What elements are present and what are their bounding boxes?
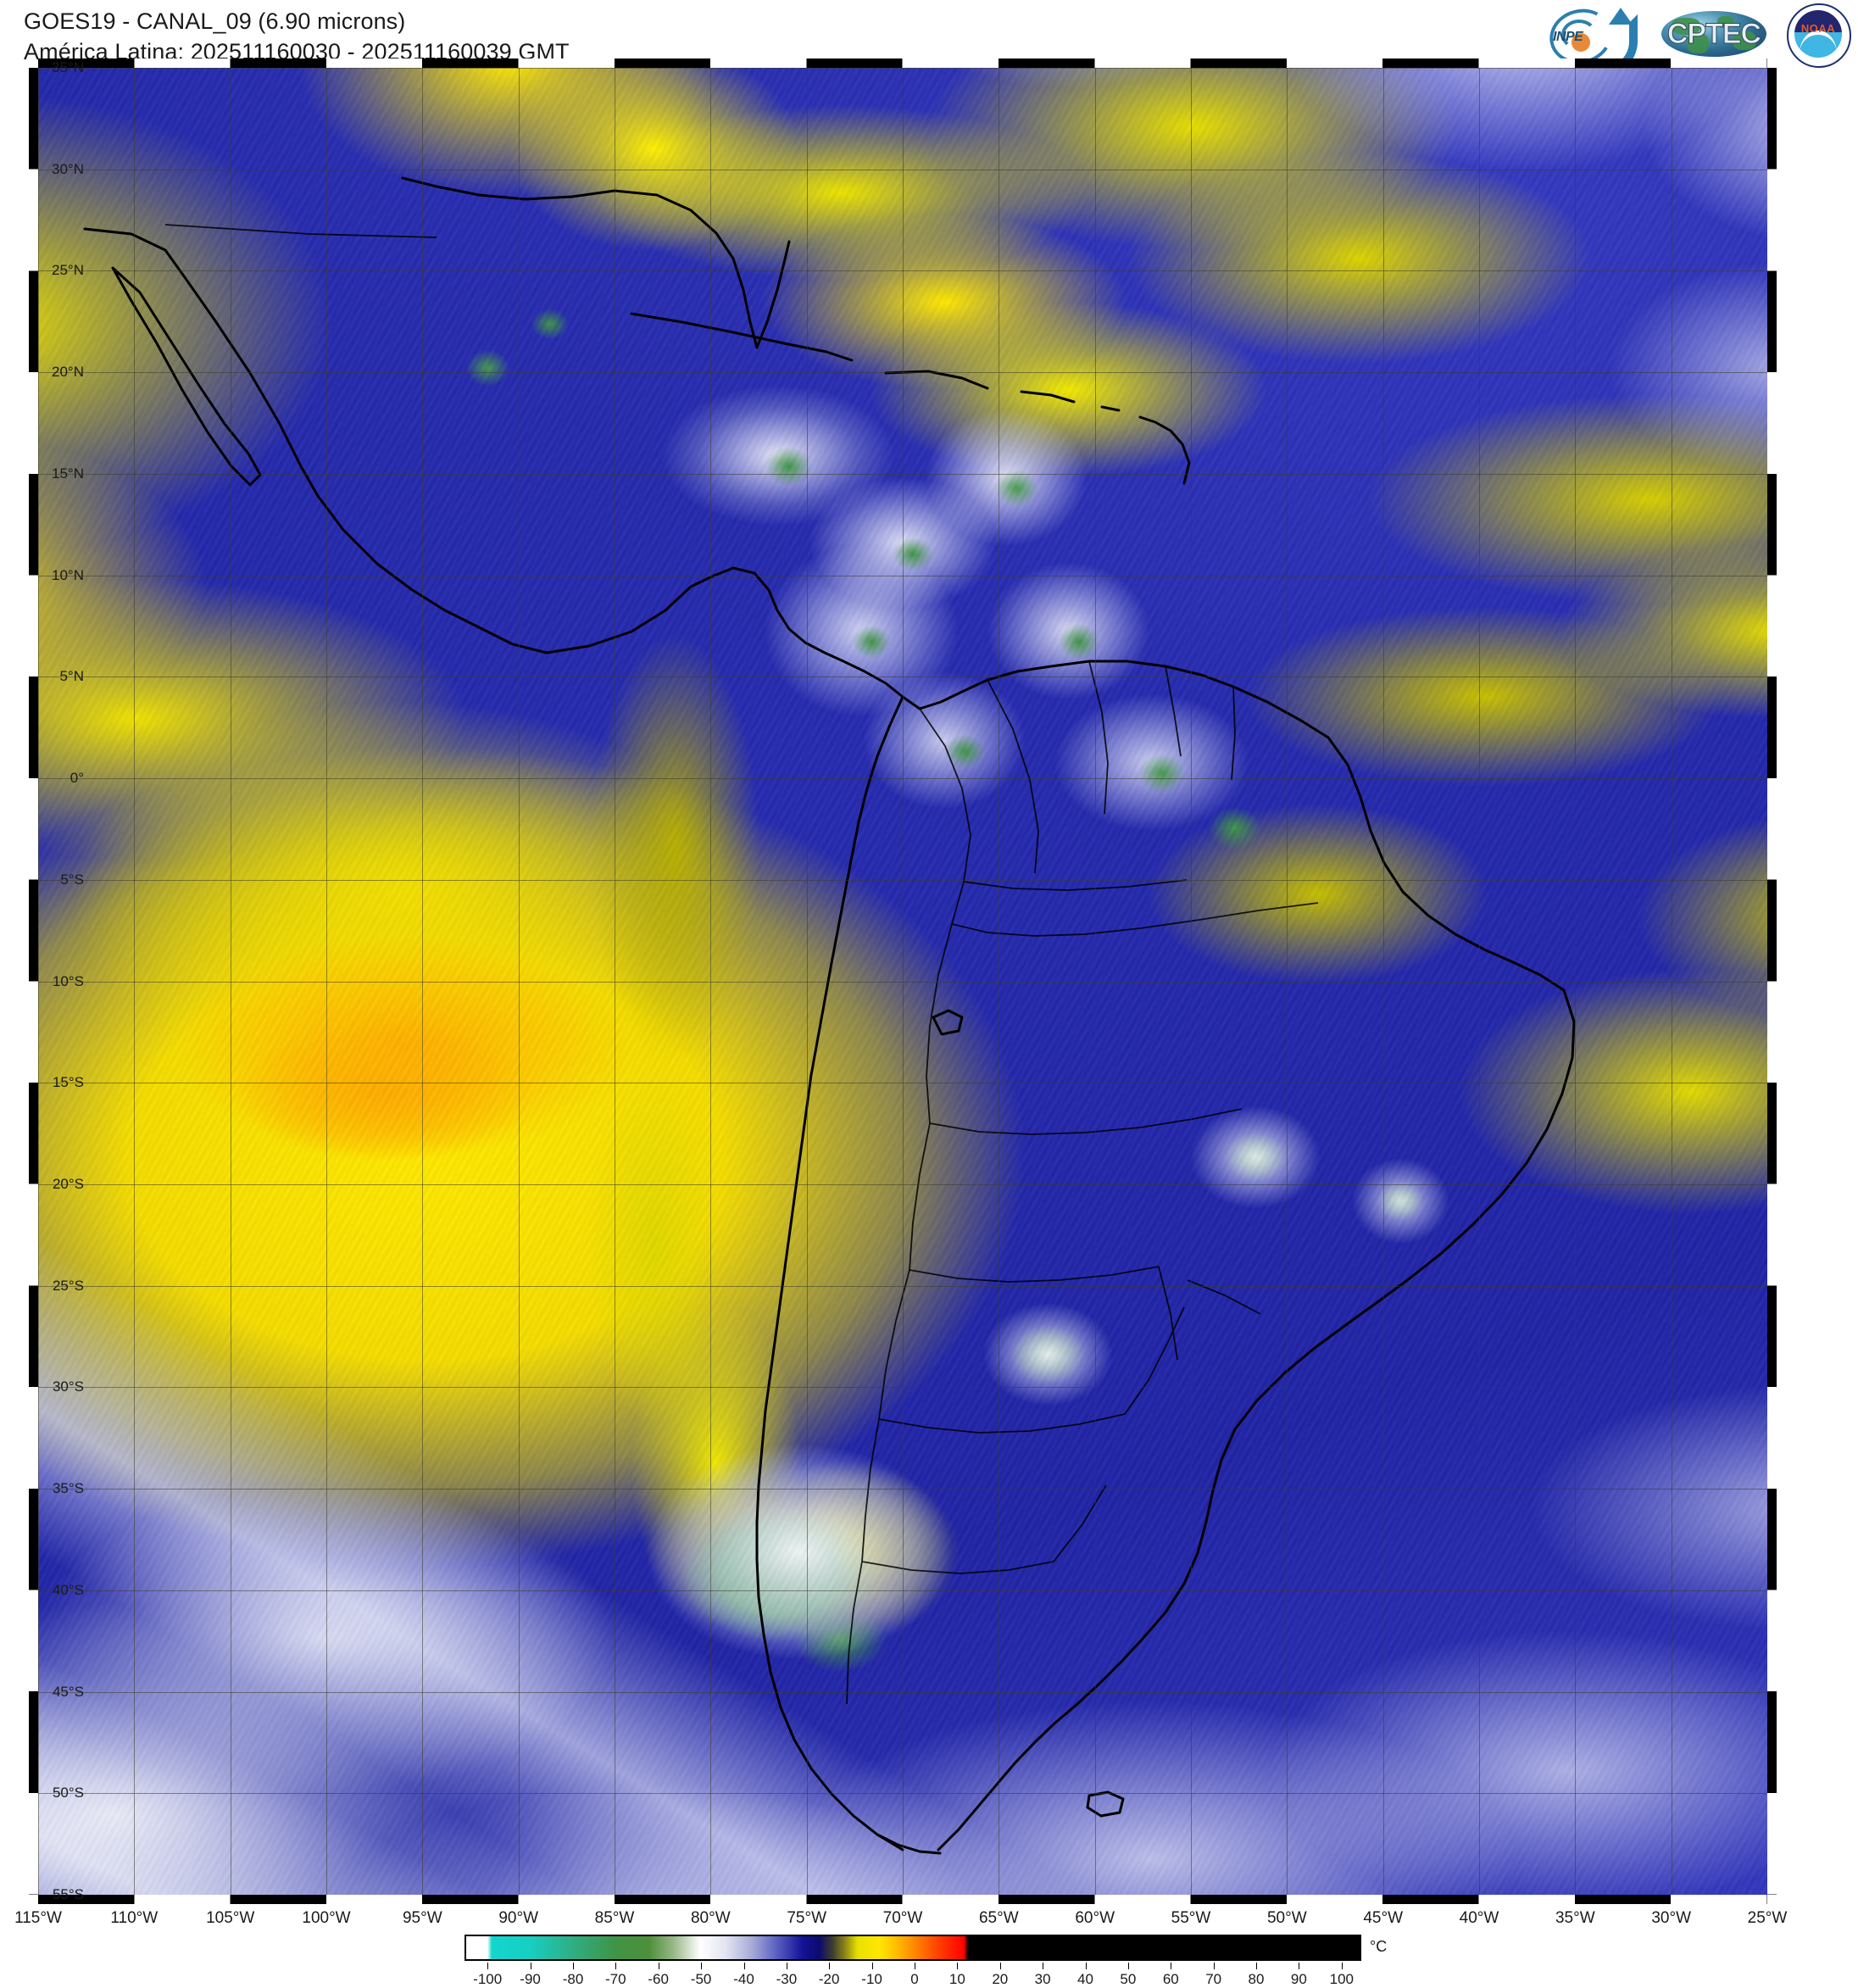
longitude-tick-label: 65°W [978,1909,1019,1927]
latitude-tick-label: 30°S [52,1378,84,1395]
inpe-wordmark: INPE [1553,30,1583,44]
colorbar-tick-label: -70 [605,1971,626,1987]
satellite-imagery-raster [38,68,1767,1895]
colorbar-tick-label: 90 [1290,1971,1307,1987]
latitude-tick-label: 35°N [52,59,84,75]
colorbar-tick-label: 60 [1162,1971,1179,1987]
colorbar-tick-label: 10 [948,1971,965,1987]
plot-border-left [29,68,38,1895]
colorbar-tick-label: -80 [562,1971,584,1987]
satellite-map-plot[interactable] [29,58,1777,1904]
colorbar-tick-label: 30 [1034,1971,1051,1987]
colorbar-tick-label: -10 [861,1971,882,1987]
inpe-orange-dot-icon [1572,33,1590,52]
latitude-tick-label: 5°N [59,668,84,685]
colorbar-tick [743,1963,745,1969]
cptec-globe-icon [1661,11,1766,57]
inpe-arrow-icon [1609,8,1633,25]
colorbar-tick [1256,1963,1257,1969]
colorbar-tick [573,1963,574,1969]
colorbar-tick [871,1963,873,1969]
latitude-tick-label: 5°S [60,871,84,888]
logo-bar: INPE CPTEC NOAA [1543,2,1851,75]
latitude-tick-label: 25°N [52,262,84,279]
colorbar-tick-label: -20 [818,1971,840,1987]
latitude-tick-label: 20°N [52,364,84,381]
colorbar-tick-label: -50 [690,1971,712,1987]
colorbar-tick-label: -60 [648,1971,669,1987]
longitude-tick-label: 80°W [690,1909,731,1927]
colorbar-tick-label: 50 [1120,1971,1137,1987]
noaa-seal-icon: NOAA [1787,3,1851,68]
longitude-tick-label: 100°W [302,1909,351,1927]
colorbar-tick [1127,1963,1129,1969]
longitude-tick-label: 25°W [1747,1909,1788,1927]
colorbar-tick-label: 0 [910,1971,919,1987]
latitude-tick-label: 15°S [52,1074,84,1091]
colorbar-tick [1085,1963,1087,1969]
inpe-inner-arc-icon [1561,19,1597,50]
plot-border-bottom [38,1895,1767,1904]
longitude-tick-label: 70°W [882,1909,923,1927]
colorbar-tick-label: 40 [1077,1971,1093,1987]
colorbar-tick [1213,1963,1215,1969]
colorbar[interactable]: -100 -90 -80 -70 -60 -50 -40 -30 -20 -10 0 10 20 30 40… [464,1935,1361,1987]
inpe-logo: INPE [1543,2,1643,75]
latitude-tick-label: 55°S [52,1886,84,1902]
latitude-tick-label: 10°N [52,566,84,583]
longitude-tick-label: 110°W [110,1909,159,1927]
latitude-tick-label: 0° [70,770,84,787]
latitude-tick-label: 45°S [52,1683,84,1700]
longitude-tick-label: 105°W [206,1909,255,1927]
longitude-tick-label: 60°W [1075,1909,1115,1927]
colorbar-tick [487,1963,489,1969]
colorbar-tick [701,1963,703,1969]
colorbar-tick [829,1963,831,1969]
latitude-tick-label: 30°N [52,160,84,177]
longitude-tick-label: 85°W [594,1909,635,1927]
latitude-tick-label: 25°S [52,1277,84,1294]
longitude-tick-label: 55°W [1171,1909,1211,1927]
longitude-tick-label: 75°W [787,1909,827,1927]
longitude-tick-label: 35°W [1555,1909,1595,1927]
latitude-tick-label: 50°S [52,1785,84,1801]
latitude-tick-label: 10°S [52,972,84,989]
colorbar-fill [466,1936,1360,1959]
longitude-tick-label: 50°W [1266,1909,1307,1927]
colorbar-tick-label: 80 [1248,1971,1265,1987]
colorbar-tick [957,1963,959,1969]
latitude-tick-label: 40°S [52,1581,84,1598]
colorbar-tick-label: -90 [520,1971,541,1987]
plot-border-right [1767,68,1777,1895]
longitude-tick-label: 40°W [1459,1909,1499,1927]
latitude-tick-label: 20°S [52,1175,84,1192]
noaa-gull-icon [1800,31,1837,53]
cptec-wordmark: CPTEC [1666,18,1761,51]
colorbar-tick [1341,1963,1343,1969]
colorbar-tick-label: 100 [1329,1971,1354,1987]
longitude-tick-label: 95°W [402,1909,442,1927]
noaa-logo: NOAA [1785,3,1851,68]
colorbar-gradient: -100 -90 -80 -70 -60 -50 -40 -30 -20 -10 0 10 20 30 40… [464,1935,1361,1987]
colorbar-tick-label: -40 [733,1971,754,1987]
longitude-tick-label: 45°W [1363,1909,1404,1927]
colorbar-tick-label: -30 [776,1971,798,1987]
colorbar-unit-label: °C [1370,1938,1388,1955]
colorbar-tick-label: 20 [992,1971,1009,1987]
colorbar-tick-label: 70 [1205,1971,1222,1987]
cptec-logo: CPTEC [1658,3,1770,64]
longitude-tick-label: 90°W [498,1909,539,1927]
longitude-tick-label: 115°W [14,1909,62,1927]
header: GOES19 - CANAL_09 (6.90 microns) América… [0,0,1858,75]
plot-border-top [38,58,1767,68]
noaa-wordmark: NOAA [1800,22,1836,35]
colorbar-tick-label: -100 [473,1971,503,1987]
latitude-tick-label: 35°S [52,1480,84,1497]
longitude-tick-label: 30°W [1651,1909,1692,1927]
colorbar-tick [999,1963,1001,1969]
latitude-tick-label: 15°N [52,465,84,482]
colorbar-tick [615,1963,617,1969]
title-line-channel: GOES19 - CANAL_09 (6.90 microns) [24,8,406,34]
